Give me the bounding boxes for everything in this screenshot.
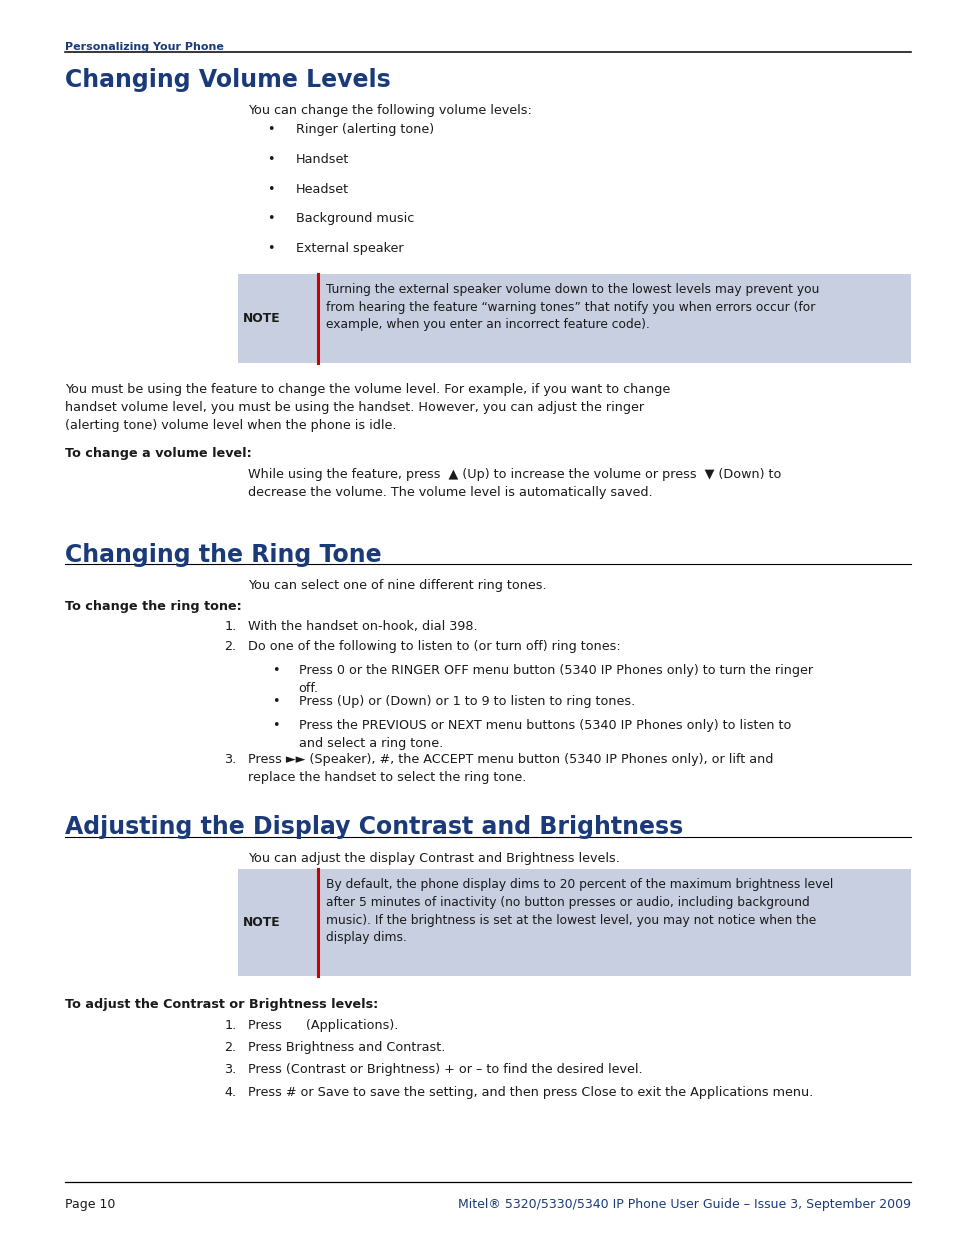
Text: •: • — [267, 153, 274, 167]
Text: Press 0 or the RINGER OFF menu button (5340 IP Phones only) to turn the ringer
o: Press 0 or the RINGER OFF menu button (5… — [298, 664, 812, 695]
Text: •: • — [267, 242, 274, 256]
Text: To change a volume level:: To change a volume level: — [65, 447, 252, 461]
Text: Changing the Ring Tone: Changing the Ring Tone — [65, 543, 381, 567]
Text: Press Brightness and Contrast.: Press Brightness and Contrast. — [248, 1041, 445, 1055]
Text: NOTE: NOTE — [243, 312, 280, 325]
FancyBboxPatch shape — [238, 869, 910, 976]
Text: Adjusting the Display Contrast and Brightness: Adjusting the Display Contrast and Brigh… — [65, 815, 682, 839]
Text: To adjust the Contrast or Brightness levels:: To adjust the Contrast or Brightness lev… — [65, 998, 377, 1011]
Text: External speaker: External speaker — [295, 242, 403, 256]
Text: Changing Volume Levels: Changing Volume Levels — [65, 68, 390, 91]
Text: To change the ring tone:: To change the ring tone: — [65, 600, 241, 614]
Text: Handset: Handset — [295, 153, 349, 167]
Text: NOTE: NOTE — [243, 916, 280, 929]
Text: Press the PREVIOUS or NEXT menu buttons (5340 IP Phones only) to listen to
and s: Press the PREVIOUS or NEXT menu buttons … — [298, 719, 790, 750]
Text: Press (Contrast or Brightness) + or – to find the desired level.: Press (Contrast or Brightness) + or – to… — [248, 1063, 642, 1077]
Text: Press # or Save to save the setting, and then press Close to exit the Applicatio: Press # or Save to save the setting, and… — [248, 1086, 813, 1099]
Text: 3.: 3. — [224, 753, 236, 767]
Text: Press (Up) or (Down) or 1 to 9 to listen to ring tones.: Press (Up) or (Down) or 1 to 9 to listen… — [298, 695, 634, 709]
Text: 1.: 1. — [224, 1019, 236, 1032]
Text: 2.: 2. — [224, 640, 236, 653]
Text: 4.: 4. — [224, 1086, 236, 1099]
FancyBboxPatch shape — [238, 274, 910, 363]
Text: Press ►► (Speaker), #, the ACCEPT menu button (5340 IP Phones only), or lift and: Press ►► (Speaker), #, the ACCEPT menu b… — [248, 753, 773, 784]
Text: With the handset on-hook, dial 398.: With the handset on-hook, dial 398. — [248, 620, 477, 634]
Text: •: • — [272, 719, 279, 732]
Text: Press      (Applications).: Press (Applications). — [248, 1019, 398, 1032]
Text: Headset: Headset — [295, 183, 349, 196]
Text: By default, the phone display dims to 20 percent of the maximum brightness level: By default, the phone display dims to 20… — [326, 878, 833, 945]
Text: Page 10: Page 10 — [65, 1198, 115, 1212]
Text: You can select one of nine different ring tones.: You can select one of nine different rin… — [248, 579, 546, 593]
Text: Background music: Background music — [295, 212, 414, 226]
Text: •: • — [272, 664, 279, 678]
Text: 1.: 1. — [224, 620, 236, 634]
Text: Mitel® 5320/5330/5340 IP Phone User Guide – Issue 3, September 2009: Mitel® 5320/5330/5340 IP Phone User Guid… — [457, 1198, 910, 1212]
Text: •: • — [267, 212, 274, 226]
Text: You must be using the feature to change the volume level. For example, if you wa: You must be using the feature to change … — [65, 383, 669, 432]
Text: Personalizing Your Phone: Personalizing Your Phone — [65, 42, 224, 52]
Text: Ringer (alerting tone): Ringer (alerting tone) — [295, 124, 434, 137]
Text: 3.: 3. — [224, 1063, 236, 1077]
Text: •: • — [267, 183, 274, 196]
Text: You can adjust the display Contrast and Brightness levels.: You can adjust the display Contrast and … — [248, 852, 619, 866]
Text: While using the feature, press  ▲ (Up) to increase the volume or press  ▼ (Down): While using the feature, press ▲ (Up) to… — [248, 468, 781, 499]
Text: Do one of the following to listen to (or turn off) ring tones:: Do one of the following to listen to (or… — [248, 640, 620, 653]
Text: •: • — [267, 124, 274, 137]
Text: Turning the external speaker volume down to the lowest levels may prevent you
fr: Turning the external speaker volume down… — [326, 283, 819, 331]
Text: 2.: 2. — [224, 1041, 236, 1055]
Text: •: • — [272, 695, 279, 709]
Text: You can change the following volume levels:: You can change the following volume leve… — [248, 104, 532, 117]
